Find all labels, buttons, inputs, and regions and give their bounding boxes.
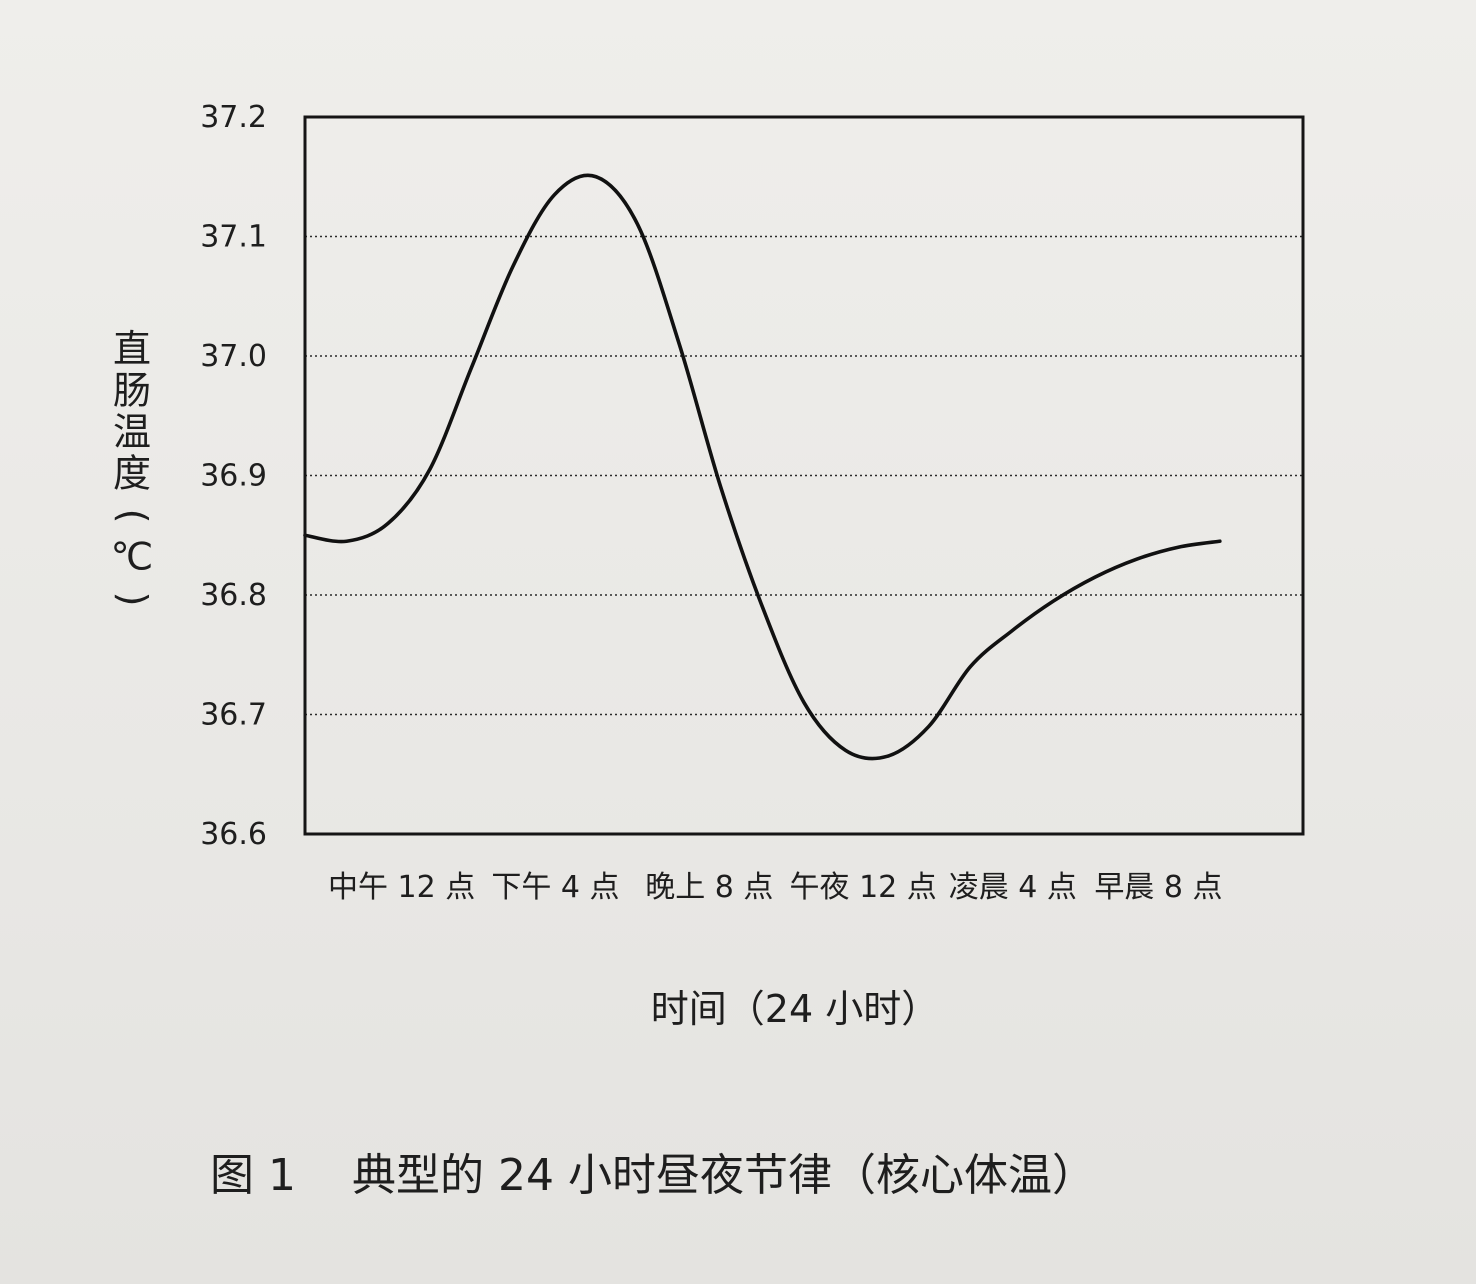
y-axis-label-char: 度	[113, 452, 151, 496]
x-tick-label: 晚上 8 点	[645, 870, 773, 905]
x-tick-label: 中午 12 点	[328, 870, 475, 905]
x-tick-label: 午夜 12 点	[790, 870, 937, 905]
x-tick-label: 下午 4 点	[491, 870, 619, 905]
y-tick-label: 37.1	[200, 220, 267, 255]
y-axis-label-char: 肠	[113, 369, 151, 413]
figure-caption-label: 图 1	[210, 1150, 296, 1201]
y-tick-label: 36.7	[200, 698, 267, 733]
y-axis-label-char: 温	[113, 410, 151, 454]
plot-frame	[303, 115, 1305, 836]
y-axis-label-char: )	[111, 592, 155, 607]
series-line-core-temperature	[303, 173, 1222, 761]
y-axis-ticks: 36.6 36.7 36.8 36.9 37.0 37.1 37.2	[200, 100, 267, 852]
x-tick-label: 早晨 8 点	[1094, 870, 1222, 905]
x-axis-label: 时间（24 小时）	[651, 987, 939, 1031]
y-tick-label: 37.0	[200, 339, 267, 374]
y-axis-label-char: (	[111, 509, 155, 524]
y-axis-label-char: ℃	[111, 535, 154, 579]
gridlines	[305, 235, 1303, 716]
y-tick-label: 36.8	[200, 578, 267, 613]
y-tick-label: 36.6	[200, 817, 267, 852]
x-tick-label: 凌晨 4 点	[949, 870, 1077, 905]
series-layer	[303, 173, 1222, 761]
y-tick-label: 36.9	[200, 459, 267, 494]
x-axis-ticks: 中午 12 点下午 4 点晚上 8 点午夜 12 点凌晨 4 点早晨 8 点	[328, 870, 1223, 905]
y-tick-label: 37.2	[200, 100, 267, 135]
figure-caption-text: 典型的 24 小时昼夜节律（核心体温）	[352, 1150, 1096, 1201]
y-axis-label-char: 直	[113, 327, 151, 371]
